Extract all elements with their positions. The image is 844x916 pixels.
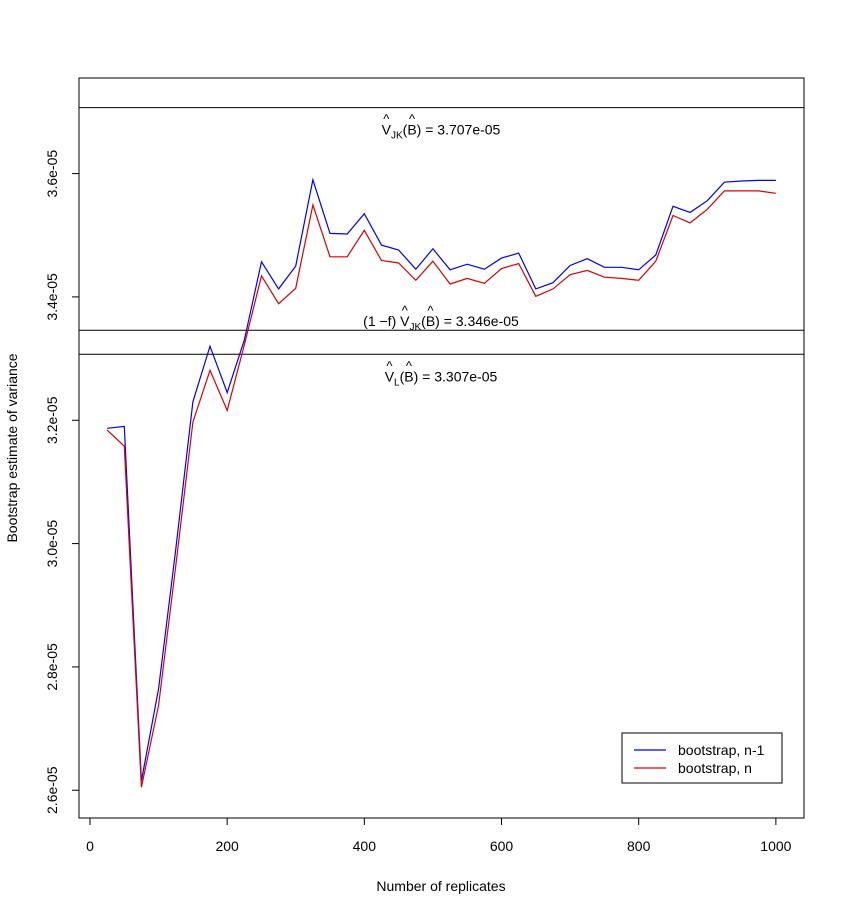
x-tick-label: 800 (627, 838, 651, 854)
reference-label-text: (1 −f) VJK(B) = 3.346e-05 (363, 313, 519, 333)
legend: bootstrap, n-1 bootstrap, n (621, 732, 783, 784)
y-axis-label: Bootstrap estimate of variance (4, 353, 20, 542)
reference-lines: VJK(B) = 3.707e-05^ ^(1 −f) VJK(B) = 3.34… (79, 107, 804, 388)
series-line (106, 190, 776, 788)
hat-accent: ^ (427, 303, 434, 318)
hat-accent: ^ (386, 358, 393, 373)
y-tick-label: 2.8e-05 (44, 643, 60, 691)
x-axis: 0 200 400 600 800 1000 (86, 817, 792, 854)
x-axis-label: Number of replicates (376, 878, 505, 894)
x-tick-label: 1000 (760, 838, 791, 854)
x-tick-label: 200 (215, 838, 239, 854)
legend-label: bootstrap, n (678, 760, 752, 776)
reference-label-text: VJK(B) = 3.707e-05 (382, 122, 501, 142)
x-tick-label: 400 (353, 838, 377, 854)
reference-line-label: (1 −f) VJK(B) = 3.346e-05^ ^ (363, 303, 519, 333)
hat-accent: ^ (402, 303, 409, 318)
y-tick-label: 2.6e-05 (44, 766, 60, 814)
legend-box (621, 732, 783, 784)
hat-accent: ^ (409, 112, 416, 127)
hat-accent: ^ (383, 112, 390, 127)
reference-line-label: VJK(B) = 3.707e-05^ ^ (382, 112, 501, 142)
y-tick-label: 3.2e-05 (44, 396, 60, 444)
series-layer (106, 177, 776, 788)
y-tick-label: 3.4e-05 (44, 273, 60, 321)
reference-line-label: VL(B) = 3.307e-05^ ^ (385, 358, 498, 388)
y-tick-label: 3.6e-05 (44, 150, 60, 198)
reference-label-text: VL(B) = 3.307e-05 (385, 368, 498, 388)
x-tick-label: 600 (490, 838, 514, 854)
hat-accent: ^ (406, 358, 413, 373)
legend-label: bootstrap, n-1 (678, 742, 765, 758)
y-tick-label: 3.0e-05 (44, 520, 60, 568)
y-axis: 2.6e-05 2.8e-05 3.0e-05 3.2e-05 3.4e-05 3.6e-… (44, 150, 80, 814)
series-line (107, 177, 776, 782)
x-tick-label: 0 (86, 838, 94, 854)
